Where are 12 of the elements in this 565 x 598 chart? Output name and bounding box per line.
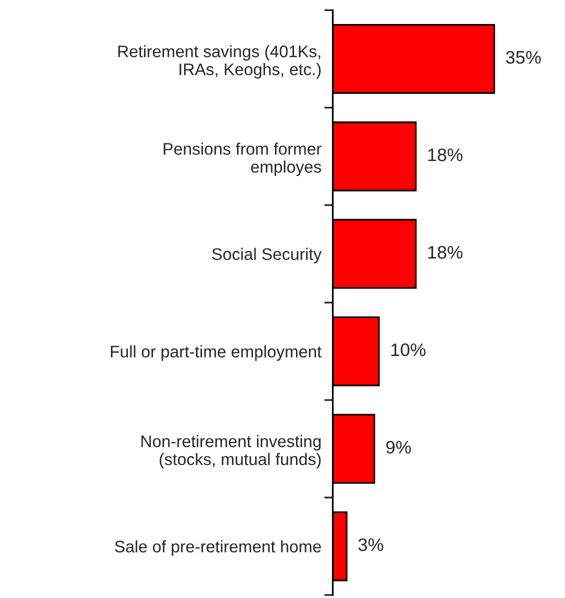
y-tick-label: Full or part-time employment: [110, 345, 322, 361]
data-label: 18%: [428, 148, 462, 162]
data-label: 9%: [386, 440, 411, 454]
data-label: 3%: [358, 538, 384, 552]
y-tick-label: Retirement savings (401Ks, IRAs, Keoghs, etc.): [118, 45, 321, 79]
y-tick-label: Sale of pre-retirement home: [114, 540, 321, 556]
y-tick-label: Social Security: [212, 248, 322, 264]
data-label: 10%: [391, 343, 426, 356]
data-label: 35%: [506, 50, 541, 64]
data-label: 18%: [428, 246, 462, 259]
y-tick-label: Non-retirement investing (stocks, mutual funds): [141, 434, 321, 468]
y-tick-label: Pensions from former employes: [164, 142, 322, 176]
